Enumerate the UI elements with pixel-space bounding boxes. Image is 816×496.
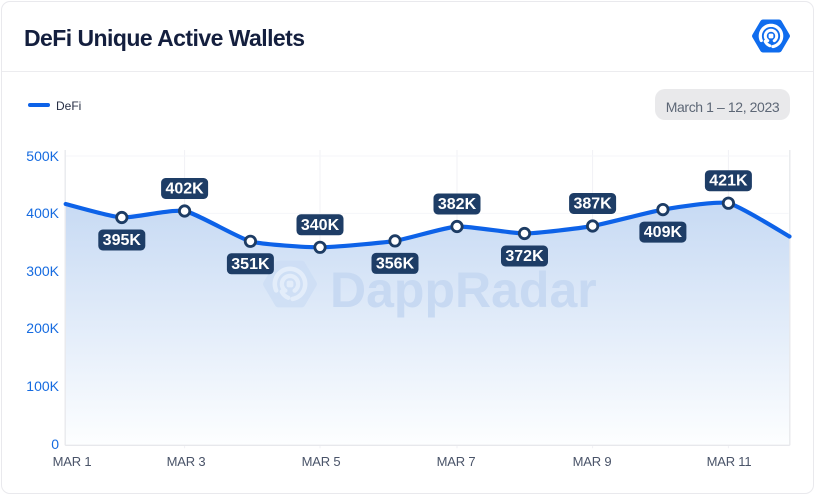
svg-text:387K: 387K	[573, 196, 612, 213]
svg-text:395K: 395K	[103, 232, 142, 249]
svg-text:356K: 356K	[376, 255, 415, 272]
svg-text:DappRadar: DappRadar	[330, 262, 597, 318]
svg-text:402K: 402K	[165, 181, 204, 198]
svg-text:351K: 351K	[231, 256, 270, 273]
svg-text:409K: 409K	[644, 224, 683, 241]
svg-text:340K: 340K	[301, 217, 340, 234]
svg-text:372K: 372K	[505, 248, 544, 265]
svg-text:421K: 421K	[709, 173, 748, 190]
svg-text:382K: 382K	[438, 196, 477, 213]
